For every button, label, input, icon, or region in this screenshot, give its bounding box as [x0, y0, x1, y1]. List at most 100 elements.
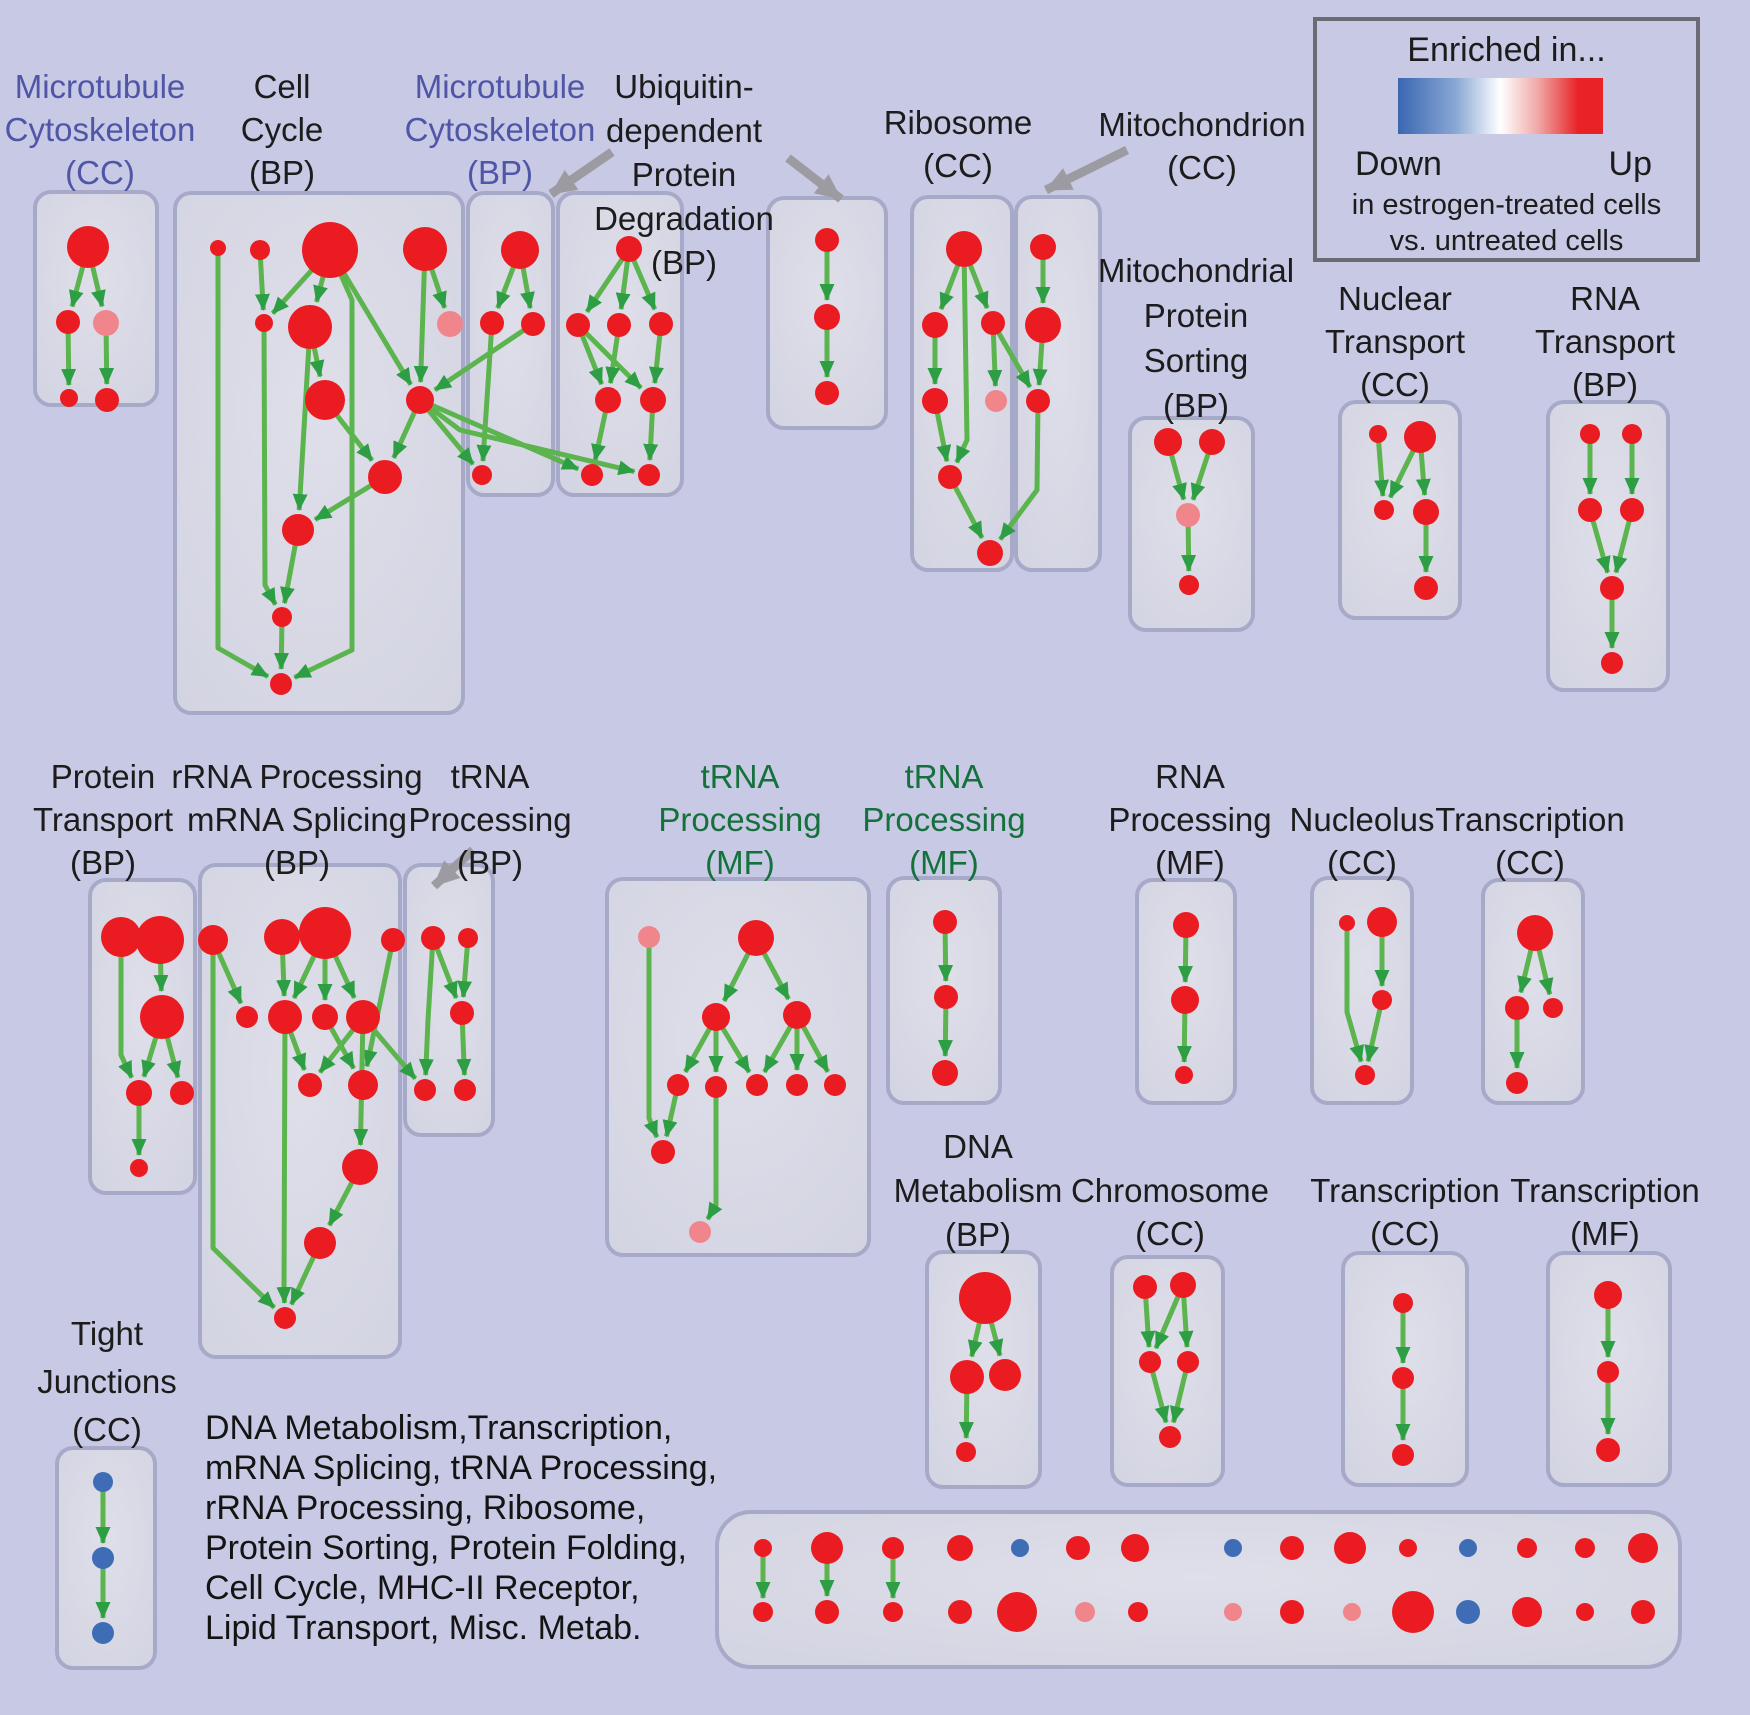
- rrna-processing-mrna-splicing-bp-label: (BP): [264, 844, 330, 881]
- rrna-processing-mrna-splicing-bp-edge: [210, 940, 276, 1310]
- cell-cycle-bp-node-red: [255, 314, 273, 332]
- trna-processing-mf-large-label: tRNA: [701, 758, 780, 795]
- cell-cycle-bp-label: (BP): [249, 154, 315, 191]
- misc-functions-line: Lipid Transport, Misc. Metab.: [205, 1609, 642, 1647]
- ribosome-cc-box: [910, 195, 1014, 572]
- nucleolus-cc-node-red: [1372, 990, 1392, 1010]
- protein-transport-bp-node-red: [101, 917, 141, 957]
- rna-processing-mf-node-red: [1175, 1066, 1193, 1084]
- mitochondrial-protein-sorting-bp-label: Mitochondrial: [1098, 252, 1294, 289]
- mixed-functions-strip-node-blue: [1224, 1539, 1242, 1557]
- rna-transport-bp-node-red: [1620, 498, 1644, 522]
- chromosome-cc-label: Chromosome: [1071, 1172, 1269, 1209]
- mitochondrion-cc-node-red: [1026, 389, 1050, 413]
- ubiquitin-dependent-protein-degradation-bp-node-red: [616, 236, 642, 262]
- cell-cycle-bp-node-red: [305, 380, 345, 420]
- microtubule-cytoskeleton-cc-node-red: [95, 388, 119, 412]
- transcription-mf-label: Transcription: [1510, 1172, 1700, 1209]
- nucleolus-cc-edge: [1364, 999, 1385, 1063]
- trna-processing-mf-small-node-red: [932, 1060, 958, 1086]
- mixed-functions-strip-node-red: [753, 1602, 773, 1622]
- nuclear-transport-cc-node-red: [1414, 576, 1438, 600]
- mixed-functions-strip-node-pink: [1075, 1602, 1095, 1622]
- rna-transport-bp-node-red: [1622, 424, 1642, 444]
- rrna-processing-mrna-splicing-bp-node-red: [264, 919, 300, 955]
- chromosome-cc-node-red: [1159, 1426, 1181, 1448]
- microtubule-cytoskeleton-bp-node-red: [521, 312, 545, 336]
- nuclear-transport-cc-node-red: [1374, 500, 1394, 520]
- trna-processing-bp-node-red: [454, 1079, 476, 1101]
- legend-gradient-bar: [1398, 78, 1603, 134]
- rrna-processing-mrna-splicing-bp-node-red: [268, 1000, 302, 1034]
- trna-processing-mf-large-node-pink: [638, 926, 660, 948]
- mixed-functions-strip-node-blue: [1456, 1600, 1480, 1624]
- ubiquitin-degradation-second-box-node-red: [815, 381, 839, 405]
- transcription-cc-bottom-node-red: [1392, 1367, 1414, 1389]
- microtubule-cytoskeleton-bp-box: [466, 191, 555, 497]
- mitochondrion-cc-node-red: [1030, 234, 1056, 260]
- mixed-functions-strip-node-red: [1575, 1538, 1595, 1558]
- ubiquitin-dependent-protein-degradation-bp-node-red: [638, 464, 660, 486]
- misc-functions-line: mRNA Splicing, tRNA Processing,: [205, 1449, 718, 1487]
- trna-processing-mf-large-edge: [643, 937, 660, 1139]
- rna-transport-bp-box: [1546, 400, 1670, 692]
- misc-functions-line: Cell Cycle, MHC-II Receptor,: [205, 1569, 640, 1607]
- microtubule-cytoskeleton-bp-node-red: [472, 465, 492, 485]
- rna-transport-bp-label: RNA: [1570, 280, 1640, 317]
- trna-processing-bp-node-red: [421, 926, 445, 950]
- trna-processing-mf-large-node-red: [824, 1074, 846, 1096]
- protein-transport-bp-node-red: [140, 995, 184, 1039]
- trna-processing-mf-large-label: (MF): [705, 844, 775, 881]
- rrna-processing-mrna-splicing-bp-node-red: [312, 1004, 338, 1030]
- mixed-functions-strip-node-blue: [1011, 1539, 1029, 1557]
- ubiquitin-dependent-protein-degradation-bp-node-red: [607, 313, 631, 337]
- mixed-functions-strip-node-red: [1628, 1533, 1658, 1563]
- microtubule-cytoskeleton-cc-node-red: [56, 310, 80, 334]
- trna-processing-bp-node-red: [450, 1001, 474, 1025]
- mixed-functions-strip-node-red: [997, 1592, 1037, 1632]
- cell-cycle-bp-node-red: [368, 460, 402, 494]
- protein-transport-bp-node-red: [136, 916, 184, 964]
- transcription-cc-middle-label: Transcription: [1435, 801, 1625, 838]
- rrna-processing-mrna-splicing-bp-label: mRNA Splicing: [187, 801, 407, 838]
- cross-cluster-edge: [419, 397, 580, 472]
- cell-cycle-bp-edge: [261, 322, 278, 606]
- mixed-functions-strip-node-red: [1517, 1538, 1537, 1558]
- trna-processing-mf-large-node-red: [702, 1003, 730, 1031]
- nucleolus-cc-node-red: [1355, 1065, 1375, 1085]
- microtubule-cytoskeleton-cc-label: Cytoskeleton: [5, 111, 196, 148]
- rna-transport-bp-node-red: [1578, 498, 1602, 522]
- ribosome-cc-edge: [954, 248, 971, 464]
- protein-transport-bp-node-red: [126, 1080, 152, 1106]
- trna-processing-bp-label: tRNA: [451, 758, 530, 795]
- cell-cycle-bp-node-red: [282, 514, 314, 546]
- nuclear-transport-cc-node-red: [1369, 425, 1387, 443]
- ubiquitin-dependent-protein-degradation-bp-node-red: [581, 464, 603, 486]
- trna-processing-mf-small-label: (MF): [909, 844, 979, 881]
- chromosome-cc-label: (CC): [1135, 1215, 1205, 1252]
- cell-cycle-bp-node-red: [288, 305, 332, 349]
- chromosome-cc-box: [1110, 1255, 1225, 1487]
- ubiquitin-dependent-protein-degradation-bp-node-red: [649, 312, 673, 336]
- rrna-processing-mrna-splicing-bp-node-red: [381, 928, 405, 952]
- mixed-functions-strip-node-red: [1576, 1603, 1594, 1621]
- mixed-functions-strip-node-red: [1631, 1600, 1655, 1624]
- mitochondrial-protein-sorting-bp-label: Sorting: [1144, 342, 1249, 379]
- dna-metabolism-bp-label: DNA: [943, 1128, 1013, 1165]
- mitochondrion-cc-label: (CC): [1167, 149, 1237, 186]
- mixed-functions-strip-node-pink: [1343, 1603, 1361, 1621]
- transcription-cc-bottom-label: Transcription: [1310, 1172, 1500, 1209]
- label-pointer-arrow: [785, 154, 844, 203]
- mixed-functions-strip-node-blue: [1459, 1539, 1477, 1557]
- ribosome-cc-label: Ribosome: [884, 104, 1033, 141]
- transcription-mf-node-red: [1594, 1281, 1622, 1309]
- ribosome-cc-node-red: [981, 311, 1005, 335]
- ubiquitin-dependent-protein-degradation-bp-node-red: [640, 387, 666, 413]
- trna-processing-bp-node-red: [414, 1079, 436, 1101]
- cross-cluster-edge: [418, 398, 636, 476]
- mixed-functions-strip-node-red: [815, 1600, 839, 1624]
- label-pointer-arrow: [1044, 145, 1129, 195]
- legend-up-label: Up: [1608, 145, 1652, 183]
- dna-metabolism-bp-node-red: [989, 1359, 1021, 1391]
- ubiquitin-dependent-protein-degradation-bp-box: [556, 191, 684, 497]
